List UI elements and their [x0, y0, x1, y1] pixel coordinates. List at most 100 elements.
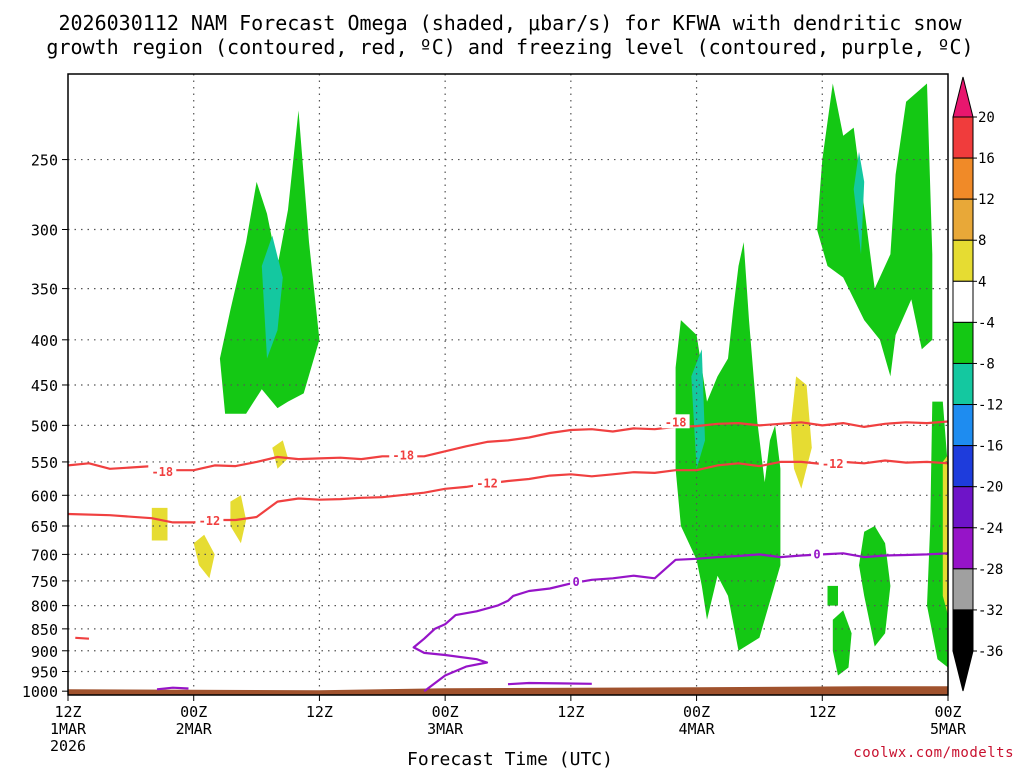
x-tick-label: 2MAR — [176, 720, 213, 738]
omega-up-f — [942, 454, 948, 616]
y-tick-label: 1000 — [22, 683, 58, 701]
omega-band-c-core — [853, 151, 865, 255]
colorbar-tick-label: -32 — [978, 603, 1003, 619]
y-tick-label: 700 — [31, 546, 58, 564]
freezing-level-sfc-a-line — [156, 686, 189, 691]
omega-band-a-core — [261, 235, 283, 359]
dgz-minus18-line — [67, 420, 949, 472]
omega-band-b — [675, 242, 781, 651]
x-tick-label: 00Z — [934, 703, 961, 721]
y-tick-label: 750 — [31, 573, 58, 591]
colorbar-tick-label: -28 — [978, 562, 1003, 578]
x-tick-label: 1MAR — [50, 720, 87, 738]
colorbar-top-arrow — [952, 76, 974, 118]
freezing-level-label-bg — [811, 546, 824, 561]
omega-band-b-core — [691, 349, 705, 469]
colorbar-swatch — [952, 609, 974, 652]
colorbar-tick-label: -8 — [978, 356, 995, 372]
y-tick-label: 550 — [31, 454, 58, 472]
colorbar-tick-label: 16 — [978, 151, 995, 167]
dgz-minus12-label-bg — [473, 475, 502, 490]
colorbar-tick-label: -36 — [978, 644, 1003, 660]
colorbar-tick-label: -20 — [978, 480, 1003, 496]
omega-band-c — [817, 83, 933, 377]
colorbar-swatch — [952, 198, 974, 241]
surface-ground-fill — [68, 686, 948, 695]
colorbar-tick-label: -12 — [978, 398, 1003, 414]
dgz-minus18-label: -18 — [665, 415, 687, 429]
x-tick-label: 4MAR — [679, 720, 716, 738]
x-tick-label: 2026 — [50, 737, 86, 755]
y-tick-label: 950 — [31, 664, 58, 682]
omega-band-e — [927, 401, 948, 668]
omega-up-e — [790, 376, 812, 489]
dgz-minus18-label-bg — [389, 447, 418, 462]
freezing-level-sfc-b-line — [507, 681, 592, 686]
dgz-minus12-label: -12 — [476, 477, 498, 491]
colorbar-tick-label: 20 — [978, 110, 995, 126]
credit-text: coolwx.com/modelts — [853, 745, 1014, 761]
dgz-minus18-label: -18 — [392, 449, 414, 463]
dgz-minus12-label: -12 — [199, 514, 221, 528]
freezing-level-label: 0 — [813, 547, 820, 561]
omega-up-a — [151, 507, 168, 541]
x-axis-label: Forecast Time (UTC) — [407, 749, 613, 768]
omega-up-b — [193, 534, 215, 579]
colorbar: 20 16 12 8 4 -4 -8 -12 -16 -20 -24 -28 -32 -36 — [952, 76, 1003, 692]
y-tick-label: 350 — [31, 281, 58, 299]
y-axis-pressure: 250 300 350 400 450 500 550 600 650 700 750 800 850 9… — [22, 152, 68, 701]
chart-title-line2: growth region (contoured, red, ºC) and f… — [46, 35, 973, 59]
colorbar-tick-label: -16 — [978, 439, 1003, 455]
x-tick-label: 12Z — [557, 703, 584, 721]
colorbar-swatch — [952, 568, 974, 611]
x-tick-label: 5MAR — [930, 720, 967, 738]
x-tick-label: 00Z — [180, 703, 207, 721]
y-tick-label: 250 — [31, 152, 58, 170]
dgz-minus12-line — [67, 459, 949, 524]
colorbar-swatch — [952, 362, 974, 406]
contours: -18 -18 -18 -12 -12 -12 0 0 — [67, 414, 949, 693]
dgz-minus12-label-bg — [818, 456, 847, 471]
x-tick-label: 3MAR — [427, 720, 464, 738]
x-tick-label: 00Z — [683, 703, 710, 721]
y-tick-label: 300 — [31, 221, 58, 239]
colorbar-swatch — [952, 404, 974, 447]
dgz-minus12-label: -12 — [822, 457, 844, 471]
x-tick-label: 12Z — [809, 703, 836, 721]
dgz-sfc-line — [75, 636, 90, 640]
colorbar-swatch — [952, 157, 974, 200]
colorbar-swatch — [952, 486, 974, 529]
y-tick-label: 400 — [31, 332, 58, 350]
y-tick-label: 500 — [31, 417, 58, 435]
freezing-level-label: 0 — [572, 575, 579, 589]
y-tick-label: 850 — [31, 621, 58, 639]
y-tick-label: 450 — [31, 377, 58, 395]
omega-band-g — [827, 585, 838, 606]
colorbar-tick-label: 4 — [978, 274, 986, 290]
colorbar-swatch — [952, 116, 974, 159]
colorbar-swatch — [952, 239, 974, 282]
y-tick-label: 600 — [31, 487, 58, 505]
colorbar-bottom-arrow — [952, 650, 974, 692]
chart-title-line1: 2026030112 NAM Forecast Omega (shaded, μ… — [58, 11, 962, 35]
y-tick-label: 650 — [31, 518, 58, 536]
colorbar-swatch — [952, 280, 974, 323]
y-tick-label: 900 — [31, 643, 58, 661]
y-tick-label: 800 — [31, 598, 58, 616]
dgz-minus18-label: -18 — [151, 465, 173, 479]
omega-band-f — [832, 610, 852, 676]
dgz-minus18-label-bg — [661, 414, 690, 429]
x-tick-label: 00Z — [432, 703, 459, 721]
colorbar-swatch — [952, 527, 974, 570]
colorbar-tick-label: 8 — [978, 233, 986, 249]
colorbar-tick-label: -24 — [978, 521, 1003, 537]
colorbar-tick-label: 12 — [978, 192, 995, 208]
ground-surface — [68, 686, 948, 695]
dgz-minus12-label-bg — [195, 513, 224, 528]
dgz-minus18-label-bg — [148, 464, 177, 479]
x-tick-label: 12Z — [54, 703, 81, 721]
colorbar-swatch — [952, 445, 974, 488]
x-tick-label: 12Z — [306, 703, 333, 721]
